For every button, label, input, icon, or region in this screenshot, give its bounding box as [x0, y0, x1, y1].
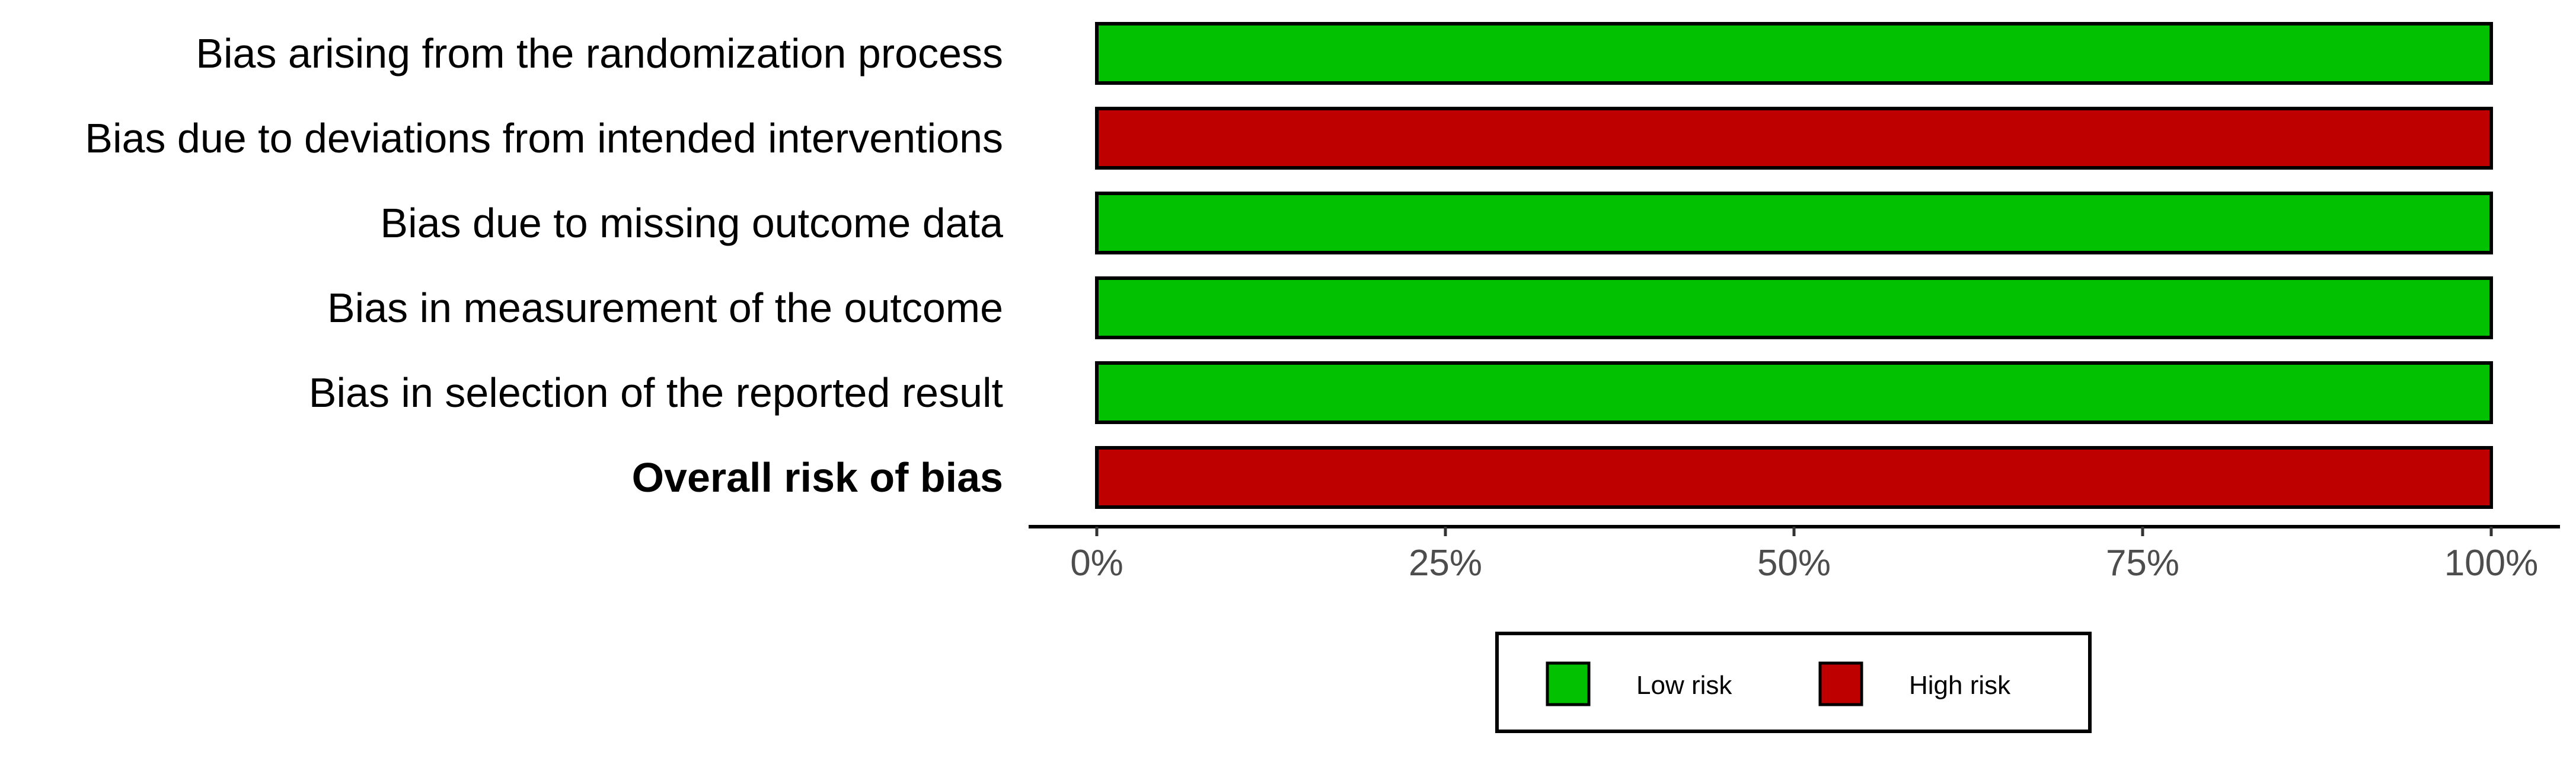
bar-high-risk-5 — [1095, 446, 2493, 509]
legend-key-high-risk — [1818, 661, 1863, 706]
category-label-3: Bias in measurement of the outcome — [327, 285, 1003, 331]
bar-high-risk-1 — [1095, 107, 2493, 170]
x-tick-label-1: 25% — [1409, 543, 1482, 584]
x-axis: 0% 25% 50% 75% 100% — [1029, 525, 2560, 584]
legend-label-high-risk: High risk — [1909, 671, 2011, 700]
x-tick-label-3: 75% — [2106, 543, 2179, 584]
x-tick-label-4: 100% — [2444, 543, 2539, 584]
x-tick-label-0: 0% — [1070, 543, 1123, 584]
legend-label-low-risk: Low risk — [1636, 671, 1732, 700]
bar-low-risk-2 — [1095, 192, 2493, 254]
bar-low-risk-3 — [1095, 276, 2493, 339]
legend-key-low-risk — [1546, 661, 1591, 706]
x-tick-label-2: 50% — [1757, 543, 1831, 584]
bar-low-risk-4 — [1095, 361, 2493, 424]
legend: Low risk High risk — [1495, 632, 2092, 733]
category-label-5: Overall risk of bias — [632, 454, 1003, 501]
legend-box — [1495, 632, 2092, 733]
category-label-1: Bias due to deviations from intended int… — [85, 115, 1003, 161]
bar-low-risk-0 — [1095, 22, 2493, 85]
category-label-4: Bias in selection of the reported result — [309, 370, 1003, 416]
bars-layer — [1095, 22, 2493, 509]
category-labels: Bias arising from the randomization proc… — [85, 30, 1003, 501]
category-label-0: Bias arising from the randomization proc… — [196, 30, 1003, 77]
category-label-2: Bias due to missing outcome data — [380, 200, 1003, 246]
